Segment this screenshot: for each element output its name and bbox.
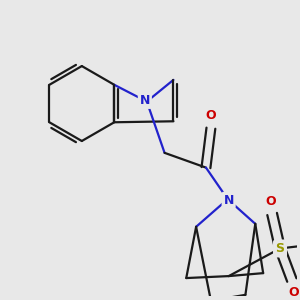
Text: O: O: [266, 195, 277, 208]
Text: N: N: [224, 194, 234, 207]
Text: S: S: [275, 242, 284, 255]
Text: O: O: [206, 109, 216, 122]
Text: O: O: [289, 286, 299, 299]
Text: N: N: [140, 94, 150, 107]
